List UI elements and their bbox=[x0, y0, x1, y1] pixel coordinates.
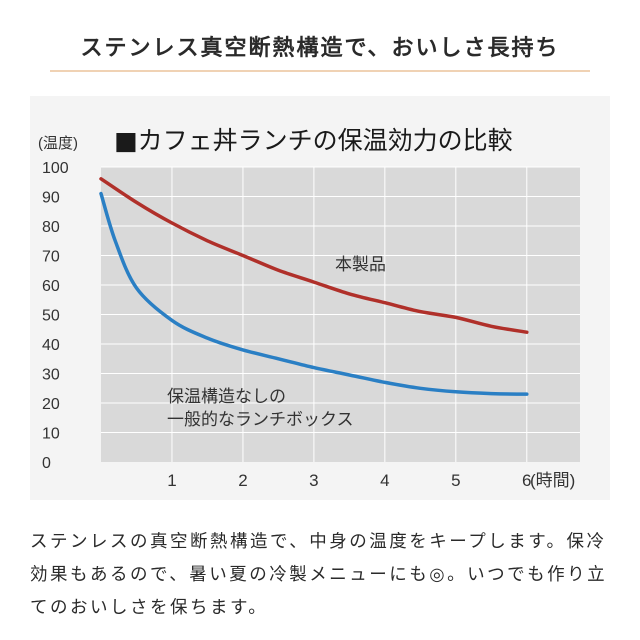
x-tick-label: 2 bbox=[238, 471, 247, 490]
series-label-plain-lunchbox: 保温構造なしの bbox=[167, 387, 286, 407]
x-tick-label: 5 bbox=[451, 471, 460, 490]
y-tick-label: 20 bbox=[42, 396, 60, 413]
chart-xlabel: (時間) bbox=[530, 471, 575, 490]
series-line-product bbox=[99, 177, 529, 334]
temperature-retention-chart: (温度) ■カフェ丼ランチの保温効力の比較 0 10 20 30 40 50 60 70 80 9… bbox=[38, 126, 580, 490]
y-tick-label: 80 bbox=[42, 219, 60, 236]
x-tick-label: 4 bbox=[380, 471, 389, 490]
x-tick-label: 1 bbox=[167, 471, 176, 490]
headline: ステンレス真空断熱構造で、おいしさ長持ち bbox=[80, 36, 560, 61]
headline-underline bbox=[50, 70, 590, 72]
series-line-plain-lunchbox bbox=[99, 191, 529, 396]
series-label-product: 本製品 bbox=[335, 255, 386, 275]
y-tick-label: 100 bbox=[42, 160, 69, 177]
y-tick-label: 40 bbox=[42, 337, 60, 354]
y-tick-label: 0 bbox=[42, 455, 51, 472]
description-text: ステンレスの真空断熱構造で、中身の温度をキープします。保冷効果もあるので、暑い夏… bbox=[30, 532, 608, 618]
chart-title: ■カフェ丼ランチの保温効力の比較 bbox=[114, 126, 513, 155]
y-tick-label: 60 bbox=[42, 278, 60, 295]
chart-panel: (温度) ■カフェ丼ランチの保温効力の比較 0 10 20 30 40 50 60 70 80 9… bbox=[30, 96, 610, 500]
y-tick-label: 50 bbox=[42, 308, 60, 325]
y-tick-label: 10 bbox=[42, 426, 60, 443]
y-tick-label: 30 bbox=[42, 367, 60, 384]
y-tick-label: 90 bbox=[42, 190, 60, 207]
series-label-plain-lunchbox: 一般的なランチボックス bbox=[167, 410, 354, 430]
chart-ylabel: (温度) bbox=[38, 135, 78, 152]
x-tick-label: 6 bbox=[522, 471, 531, 490]
y-tick-label: 70 bbox=[42, 249, 60, 266]
x-tick-label: 3 bbox=[309, 471, 318, 490]
